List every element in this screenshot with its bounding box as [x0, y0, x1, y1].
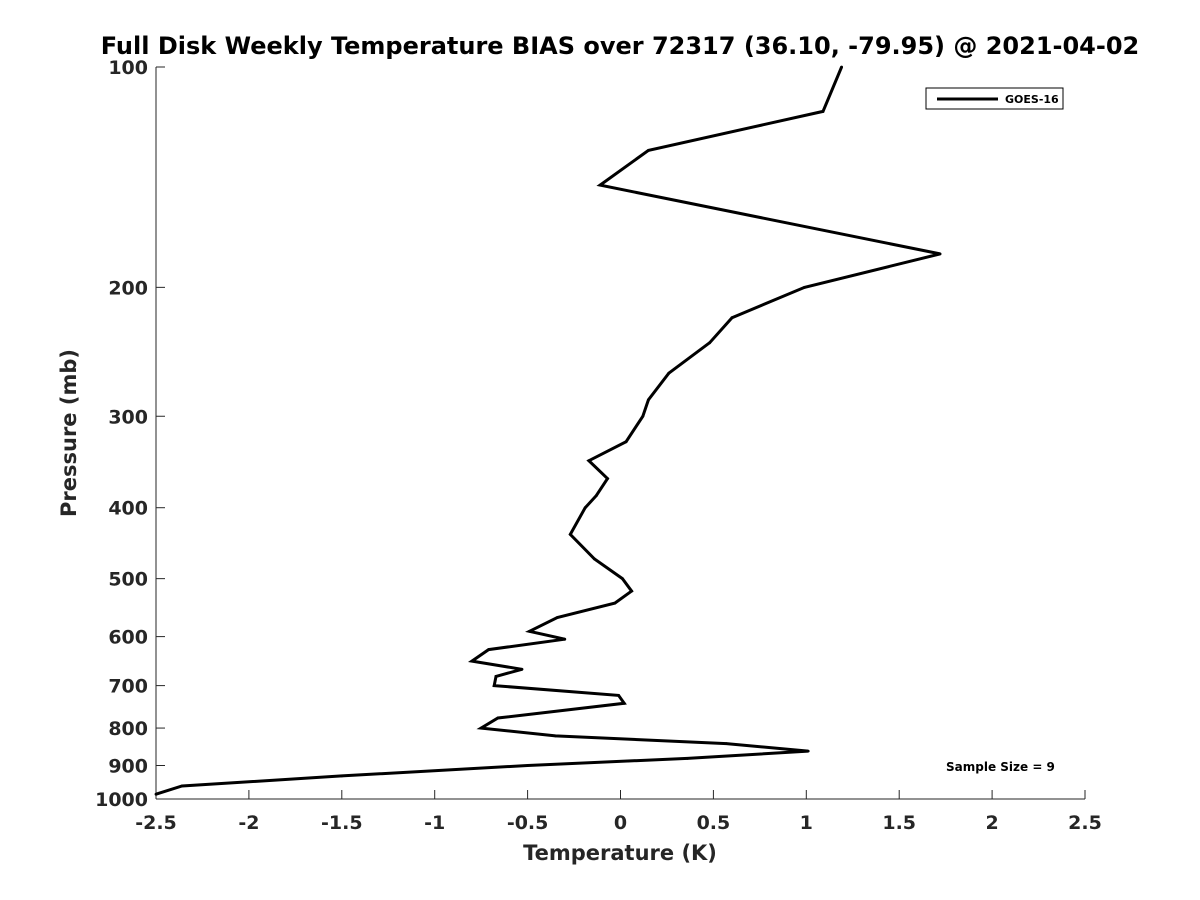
data-point: [180, 784, 184, 788]
data-point: [621, 577, 624, 580]
x-tick-label: -2: [238, 812, 259, 834]
data-point: [594, 494, 598, 497]
y-tick-label: 200: [108, 277, 148, 299]
y-tick-label: 1000: [95, 789, 148, 811]
data-point: [340, 774, 344, 778]
data-point: [154, 792, 158, 796]
data-point: [840, 65, 843, 69]
y-axis-label: Pressure (mb): [57, 349, 81, 517]
y-tick-label: 400: [108, 498, 148, 520]
data-point: [647, 149, 650, 152]
x-tick-label: 0.5: [697, 812, 731, 834]
data-point: [492, 684, 496, 687]
x-tick-label: -1.5: [321, 812, 363, 834]
data-point: [725, 742, 728, 745]
x-tick-label: -1: [424, 812, 445, 834]
data-point: [554, 734, 557, 738]
data-point: [587, 459, 591, 463]
x-axis-label: Temperature (K): [523, 841, 717, 865]
data-point: [622, 701, 626, 705]
data-point: [730, 316, 734, 320]
chart-title: Full Disk Weekly Temperature BIAS over 7…: [101, 32, 1140, 60]
y-tick-label: 700: [108, 676, 148, 698]
x-tick-label: 0: [614, 812, 627, 834]
data-point: [568, 533, 572, 536]
data-point: [479, 726, 483, 730]
data-point: [667, 371, 671, 375]
x-tick-label: 2.5: [1068, 812, 1102, 834]
x-tick-label: 1: [800, 812, 813, 834]
data-point: [803, 286, 806, 289]
y-tick-label: 900: [108, 756, 148, 778]
data-point: [598, 183, 602, 187]
data-point: [624, 440, 628, 444]
data-point: [606, 477, 609, 480]
data-point: [806, 749, 810, 753]
data-point: [593, 557, 596, 561]
sample-size-annotation: Sample Size = 9: [946, 760, 1055, 774]
legend-entry-label: GOES-16: [1005, 93, 1059, 106]
axes: [155, 66, 1086, 800]
data-point: [494, 675, 498, 678]
data-point: [708, 341, 712, 345]
data-point: [526, 764, 529, 767]
data-point: [583, 506, 587, 510]
data-point: [821, 110, 825, 113]
data-point: [617, 694, 620, 697]
y-tick-label: 300: [108, 406, 148, 428]
tick-labels: -2.5 -2 -1.5 -1 -0.5 0 0.5 1 1.5 2 2.5 100 200 300 400…: [95, 57, 1102, 834]
data-point: [938, 252, 942, 256]
data-point: [487, 648, 490, 651]
data-point: [563, 637, 567, 641]
x-tick-label: 2: [985, 812, 998, 834]
data-point: [520, 667, 524, 671]
data-point: [630, 589, 633, 593]
data-point: [613, 601, 617, 605]
data-point: [686, 757, 689, 760]
y-tick-label: 100: [108, 57, 148, 79]
y-tick-label: 600: [108, 627, 148, 649]
y-tick-label: 800: [108, 718, 148, 740]
data-point: [555, 616, 559, 619]
data-point: [647, 398, 650, 402]
data-point: [470, 659, 474, 663]
data-point: [528, 629, 531, 633]
legend: GOES-16: [925, 87, 1064, 110]
y-tick-label: 500: [108, 569, 148, 591]
x-tick-label: -0.5: [507, 812, 549, 834]
series-lines: [154, 65, 942, 796]
data-point: [641, 414, 645, 418]
x-tick-label: -2.5: [135, 812, 177, 834]
data-point: [496, 716, 500, 720]
x-tick-label: 1.5: [882, 812, 916, 834]
